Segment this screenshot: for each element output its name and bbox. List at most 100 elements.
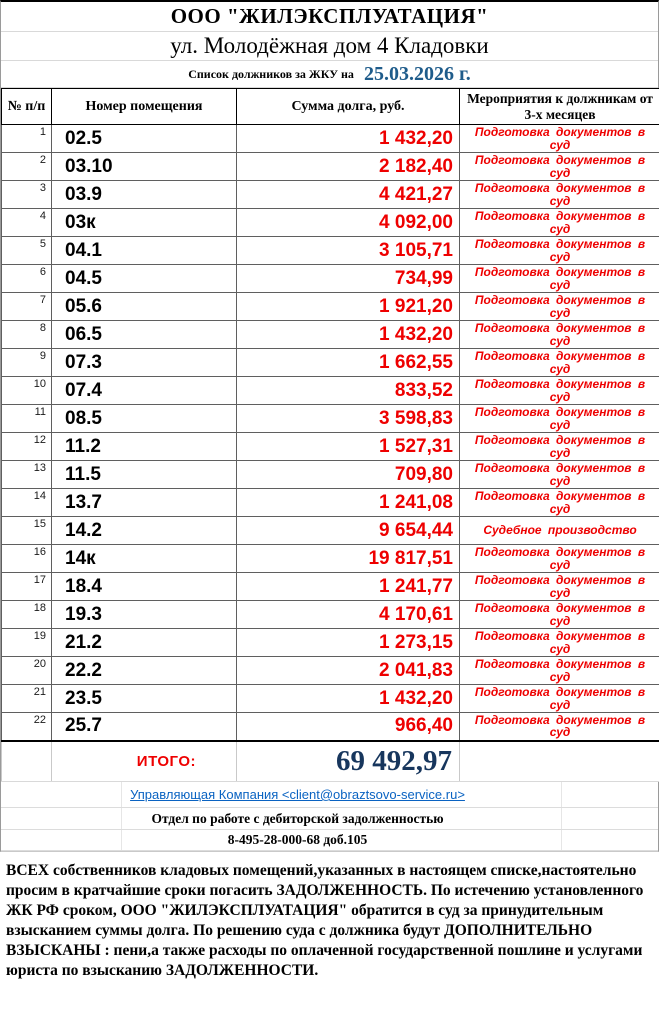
cell-debt: 3 105,71 (236, 236, 460, 265)
table-row: 1 02.5 1 432,20 Подготовка документов в суд (1, 124, 659, 153)
cell-action: Подготовка документов в суд (459, 348, 659, 377)
table-row: 15 14.2 9 654,44 Судебное производство (1, 516, 659, 545)
company-title: ООО "ЖИЛЭКСПЛУАТАЦИЯ" (1, 2, 658, 32)
cell-action: Подготовка документов в суд (459, 628, 659, 657)
address-line: ул. Молодёжная дом 4 Кладовки (1, 32, 658, 61)
cell-num: 15 (1, 516, 52, 545)
col-header-debt: Сумма долга, руб. (236, 88, 460, 125)
cell-action: Подготовка документов в суд (459, 376, 659, 405)
col-header-room: Номер помещения (51, 88, 237, 125)
phone-row: 8-495-28-000-68 доб.105 (1, 830, 658, 851)
cell-num: 12 (1, 432, 52, 461)
list-date: 25.03.2026 г. (363, 62, 471, 85)
cell-num: 5 (1, 236, 52, 265)
cell-debt: 1 527,31 (236, 432, 460, 461)
cell-num: 16 (1, 544, 52, 573)
cell-action: Подготовка документов в суд (459, 152, 659, 181)
cell-action: Подготовка документов в суд (459, 460, 659, 489)
debtors-table-body: 1 02.5 1 432,20 Подготовка документов в суд… (1, 124, 659, 741)
cell-action: Подготовка документов в суд (459, 572, 659, 601)
cell-num: 17 (1, 572, 52, 601)
cell-num: 19 (1, 628, 52, 657)
cell-debt: 4 170,61 (236, 600, 460, 629)
cell-num: 18 (1, 600, 52, 629)
cell-num: 13 (1, 460, 52, 489)
company-title-text: ООО "ЖИЛЭКСПЛУАТАЦИЯ" (170, 4, 489, 28)
cell-action: Судебное производство (459, 516, 659, 545)
management-company-email-link[interactable]: Управляющая Компания <client@obraztsovo-… (130, 787, 465, 802)
cell-debt: 1 432,20 (236, 684, 460, 713)
cell-num: 9 (1, 348, 52, 377)
cell-room: 07.4 (51, 376, 237, 405)
cell-debt: 1 432,20 (236, 124, 460, 153)
cell-action: Подготовка документов в суд (459, 180, 659, 209)
cell-room: 14к (51, 544, 237, 573)
cell-room: 03.9 (51, 180, 237, 209)
cell-room: 11.5 (51, 460, 237, 489)
total-row: ИТОГО: 69 492,97 (1, 739, 659, 782)
table-row: 5 04.1 3 105,71 Подготовка документов в суд (1, 236, 659, 265)
cell-action: Подготовка документов в суд (459, 236, 659, 265)
total-empty-cell (1, 739, 52, 782)
department-row: Отдел по работе с дебиторской задолженно… (1, 808, 658, 830)
cell-debt: 4 421,27 (236, 180, 460, 209)
cell-debt: 709,80 (236, 460, 460, 489)
list-label: Список должников за ЖКУ на (188, 66, 354, 81)
cell-room: 22.2 (51, 656, 237, 685)
cell-debt: 1 241,08 (236, 488, 460, 517)
address-text: ул. Молодёжная дом 4 Кладовки (170, 33, 489, 58)
cell-room: 05.6 (51, 292, 237, 321)
cell-room: 04.5 (51, 264, 237, 293)
cell-room: 19.3 (51, 600, 237, 629)
table-row: 8 06.5 1 432,20 Подготовка документов в суд (1, 320, 659, 349)
cell-debt: 3 598,83 (236, 404, 460, 433)
debtors-table: № п/п Номер помещения Сумма долга, руб. … (1, 88, 659, 782)
total-value: 69 492,97 (236, 739, 460, 782)
cell-action: Подготовка документов в суд (459, 264, 659, 293)
cell-room: 21.2 (51, 628, 237, 657)
table-row: 18 19.3 4 170,61 Подготовка документов в су… (1, 600, 659, 629)
table-row: 20 22.2 2 041,83 Подготовка документов в су… (1, 656, 659, 685)
cell-num: 6 (1, 264, 52, 293)
cell-room: 25.7 (51, 712, 237, 741)
col-header-action: Мероприятия к должникам от 3-х месяцев (459, 88, 659, 125)
table-row: 21 23.5 1 432,20 Подготовка документов в су… (1, 684, 659, 713)
table-row: 7 05.6 1 921,20 Подготовка документов в суд (1, 292, 659, 321)
table-row: 13 11.5 709,80 Подготовка документов в суд (1, 460, 659, 489)
cell-debt: 4 092,00 (236, 208, 460, 237)
cell-num: 22 (1, 712, 52, 741)
table-header: № п/п Номер помещения Сумма долга, руб. … (1, 88, 659, 125)
table-row: 14 13.7 1 241,08 Подготовка документов в су… (1, 488, 659, 517)
cell-room: 11.2 (51, 432, 237, 461)
cell-num: 4 (1, 208, 52, 237)
cell-num: 1 (1, 124, 52, 153)
cell-action: Подготовка документов в суд (459, 544, 659, 573)
cell-action: Подготовка документов в суд (459, 656, 659, 685)
table-row: 19 21.2 1 273,15 Подготовка документов в су… (1, 628, 659, 657)
total-action-empty-cell (459, 739, 659, 782)
cell-num: 14 (1, 488, 52, 517)
cell-action: Подготовка документов в суд (459, 320, 659, 349)
cell-num: 7 (1, 292, 52, 321)
cell-action: Подготовка документов в суд (459, 712, 659, 741)
header-row: № п/п Номер помещения Сумма долга, руб. … (1, 88, 659, 125)
cell-room: 18.4 (51, 572, 237, 601)
cell-action: Подготовка документов в суд (459, 124, 659, 153)
cell-debt: 734,99 (236, 264, 460, 293)
cell-action: Подготовка документов в суд (459, 208, 659, 237)
cell-room: 04.1 (51, 236, 237, 265)
table-row: 2 03.10 2 182,40 Подготовка документов в су… (1, 152, 659, 181)
cell-num: 11 (1, 404, 52, 433)
cell-debt: 833,52 (236, 376, 460, 405)
cell-num: 8 (1, 320, 52, 349)
report-document: ООО "ЖИЛЭКСПЛУАТАЦИЯ" ул. Молодёжная дом… (0, 0, 659, 852)
cell-debt: 9 654,44 (236, 516, 460, 545)
list-date-line: Список должников за ЖКУ на 25.03.2026 г. (1, 61, 658, 88)
cell-room: 02.5 (51, 124, 237, 153)
cell-action: Подготовка документов в суд (459, 488, 659, 517)
total-label: ИТОГО: (51, 739, 237, 782)
cell-room: 03к (51, 208, 237, 237)
cell-debt: 1 273,15 (236, 628, 460, 657)
cell-debt: 966,40 (236, 712, 460, 741)
cell-room: 06.5 (51, 320, 237, 349)
